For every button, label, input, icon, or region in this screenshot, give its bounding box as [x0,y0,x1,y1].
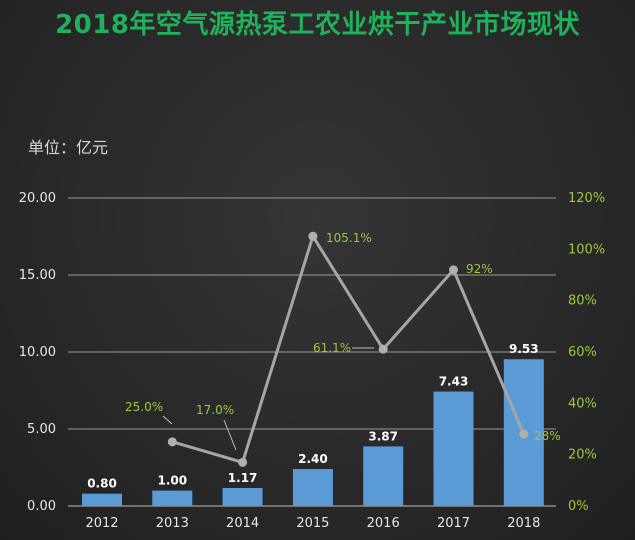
label-leader-line [223,419,237,451]
y-tick-label: 0.00 [27,499,56,514]
bar-data-label: 3.87 [368,429,398,443]
unit-label: 单位：亿元 [28,138,109,157]
y2-tick-label: 40% [568,396,597,411]
y-tick-label: 10.00 [19,345,56,360]
line-point [238,457,248,467]
y-tick-label: 15.00 [19,268,56,283]
x-tick-label: 2014 [226,516,259,531]
line-point [167,437,177,447]
bar-data-label: 1.00 [157,474,187,488]
bar-data-label: 0.80 [87,477,117,491]
chart-title: 2018年空气源热泵工农业烘干产业市场现状 [55,10,580,40]
line-point [378,344,388,354]
bar-data-label: 9.53 [509,342,539,356]
x-tick-label: 2013 [156,516,189,531]
bar [363,446,404,506]
growth-line [171,232,526,465]
y2-tick-label: 100% [568,242,605,257]
line-data-label: 25.0% [125,400,163,414]
x-tick-label: 2012 [85,516,118,531]
bar-data-label: 2.40 [298,452,328,466]
y2-tick-label: 80% [568,294,597,309]
y2-tick-label: 20% [568,448,597,463]
y-tick-label: 20.00 [19,191,56,206]
bar [152,490,193,506]
bar [222,487,263,506]
line-data-label: 17.0% [196,403,234,417]
label-leader-line [162,415,173,425]
bar-data-label: 7.43 [439,375,469,389]
line-point [308,231,318,241]
line-data-label: 105.1% [326,231,372,245]
x-tick-label: 2018 [507,516,540,531]
x-tick-label: 2017 [437,516,470,531]
line-point [449,265,458,275]
x-tick-label: 2015 [296,516,329,531]
line-data-label: 61.1% [313,341,351,355]
x-tick-label: 2016 [367,516,400,531]
line-data-label: 28% [534,429,561,443]
bar [292,469,333,506]
y-tick-label: 5.00 [27,422,56,437]
y2-tick-label: 120% [568,191,605,206]
line-point [519,429,529,439]
bar [82,493,122,506]
bar [433,391,474,506]
line-data-label: 92% [466,262,493,276]
y2-tick-label: 60% [568,345,597,360]
bar-data-label: 1.17 [228,471,258,485]
y2-tick-label: 0% [568,499,589,514]
